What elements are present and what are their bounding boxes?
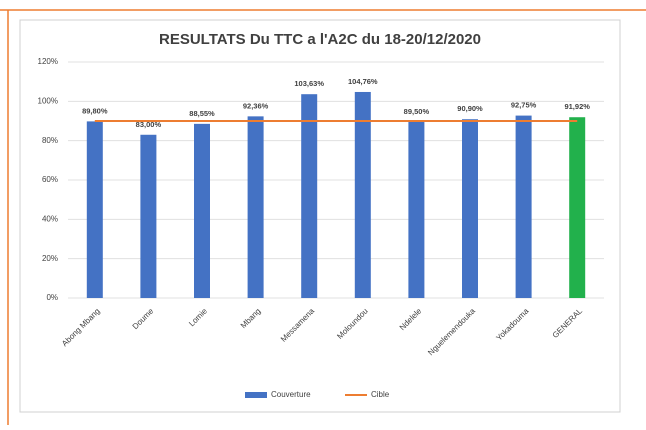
y-tick-label: 40% (42, 214, 58, 223)
data-label: 88,55% (189, 109, 215, 118)
bar (247, 116, 264, 298)
data-label: 103,63% (294, 79, 324, 88)
data-label: 89,50% (404, 107, 430, 116)
data-label: 91,92% (564, 102, 590, 111)
bar (515, 115, 532, 298)
y-tick-label: 80% (42, 136, 58, 145)
y-tick-label: 20% (42, 254, 58, 263)
bar (569, 117, 586, 298)
legend-swatch (245, 392, 267, 398)
bar (354, 91, 371, 298)
bar (408, 121, 425, 298)
data-label: 89,80% (82, 106, 108, 115)
legend-label: Couverture (271, 390, 311, 399)
y-tick-label: 60% (42, 175, 58, 184)
bar (140, 134, 157, 298)
bar (86, 121, 103, 298)
bar (194, 123, 210, 298)
y-tick-label: 0% (46, 293, 58, 302)
chart-title: RESULTATS Du TTC a l'A2C du 18-20/12/202… (159, 31, 481, 48)
data-label: 92,36% (243, 101, 269, 110)
y-tick-label: 120% (38, 57, 58, 66)
data-label: 83,00% (136, 120, 162, 129)
y-tick-label: 100% (38, 96, 58, 105)
bar (301, 94, 318, 298)
bar (462, 119, 478, 298)
data-label: 104,76% (348, 77, 378, 86)
legend-label: Cible (371, 390, 390, 399)
data-label: 90,90% (457, 104, 483, 113)
data-label: 92,75% (511, 101, 537, 110)
